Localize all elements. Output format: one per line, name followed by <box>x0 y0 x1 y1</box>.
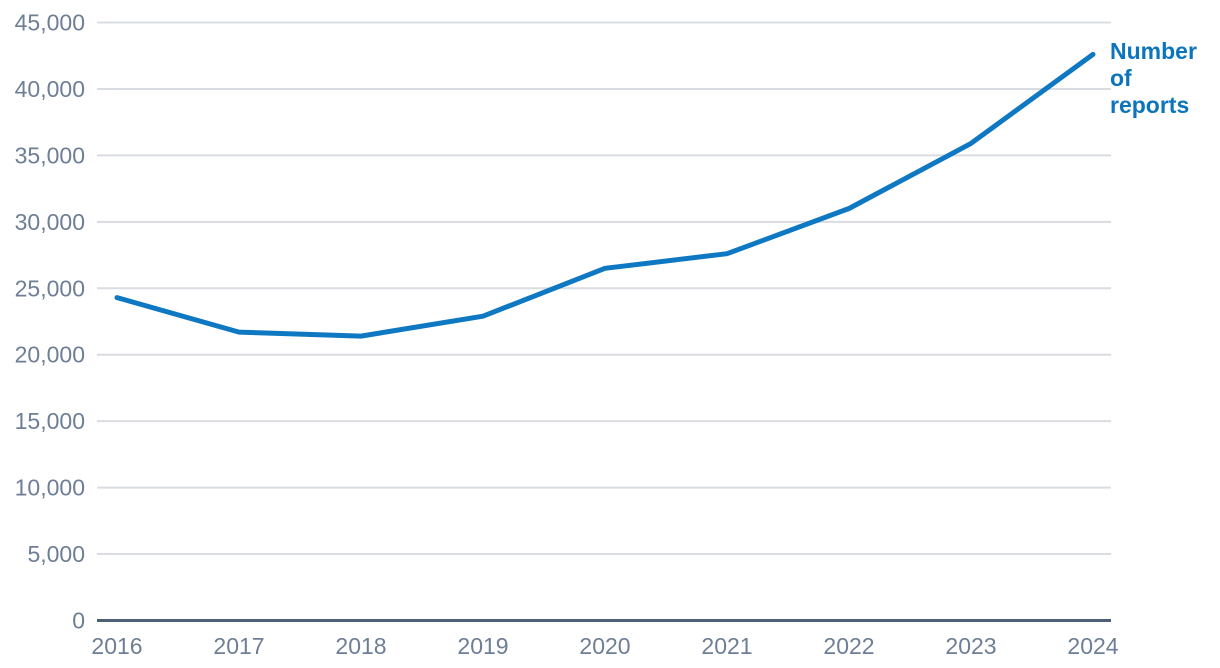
y-axis-tick-label: 30,000 <box>15 209 85 235</box>
series-label: Number of reports <box>1110 38 1197 119</box>
y-axis-tick-label: 15,000 <box>15 408 85 434</box>
x-axis-tick-label: 2017 <box>213 633 264 659</box>
series-label-line: Number <box>1110 38 1197 64</box>
series-line <box>114 51 1096 339</box>
y-axis-tick-label: 10,000 <box>15 475 85 501</box>
x-axis-tick-label: 2023 <box>945 633 996 659</box>
x-axis-tick-label: 2021 <box>701 633 752 659</box>
series-label-line: of <box>1110 65 1132 91</box>
series-label-line: reports <box>1110 92 1190 118</box>
y-axis-tick-label: 40,000 <box>15 76 85 102</box>
y-axis-tick-label: 35,000 <box>15 142 85 168</box>
x-axis-tick-label: 2020 <box>579 633 630 659</box>
x-axis-tick-label: 2018 <box>335 633 386 659</box>
x-axis-tick-label: 2022 <box>823 633 874 659</box>
x-axis-tick-label: 2019 <box>457 633 508 659</box>
y-axis-tick-label: 20,000 <box>15 342 85 368</box>
y-axis-tick-label: 0 <box>72 608 85 634</box>
x-axis-tick-label: 2016 <box>91 633 142 659</box>
y-axis-tick-label: 25,000 <box>15 275 85 301</box>
x-axis-tick-label: 2024 <box>1067 633 1118 659</box>
y-axis-tick-label: 5,000 <box>27 541 85 567</box>
y-axis-tick-label: 45,000 <box>15 10 85 36</box>
